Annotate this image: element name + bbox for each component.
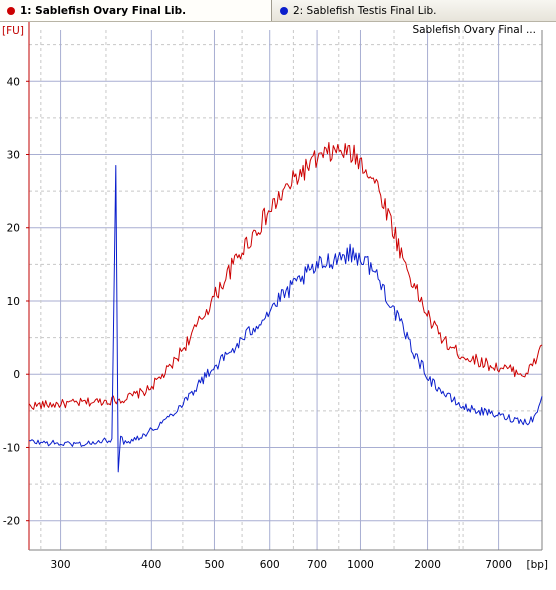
red-dot-icon bbox=[7, 6, 15, 15]
x-tick-label: 600 bbox=[260, 559, 280, 571]
x-tick-label: 2000 bbox=[414, 559, 441, 571]
tab-label: 2: Sablefish Testis Final Lib. bbox=[293, 4, 437, 17]
x-tick-label: 400 bbox=[141, 559, 161, 571]
legend-text: Sablefish Ovary Final ... bbox=[412, 24, 536, 36]
tab-bar: 1: Sablefish Ovary Final Lib. 2: Sablefi… bbox=[0, 0, 556, 22]
y-tick-label: -20 bbox=[3, 516, 20, 528]
x-tick-label: 500 bbox=[204, 559, 224, 571]
tab-sample-1[interactable]: 1: Sablefish Ovary Final Lib. bbox=[0, 0, 272, 21]
y-tick-label: 10 bbox=[7, 296, 20, 308]
x-axis-unit-label: [bp] bbox=[526, 559, 548, 571]
x-tick-label: 700 bbox=[307, 559, 327, 571]
y-tick-label: 20 bbox=[7, 223, 20, 235]
series-line-testis bbox=[28, 165, 543, 473]
y-tick-label: 30 bbox=[7, 150, 20, 162]
chart-svg: -20 -10 0 10 20 30 40 300 400 500 600 700 1000 2000 70… bbox=[2, 22, 548, 571]
tab-label: 1: Sablefish Ovary Final Lib. bbox=[20, 4, 187, 17]
tab-sample-2[interactable]: 2: Sablefish Testis Final Lib. bbox=[273, 0, 556, 21]
x-tick-label: 7000 bbox=[485, 559, 512, 571]
x-tick-label: 300 bbox=[51, 559, 71, 571]
y-tick-label: 0 bbox=[13, 369, 20, 381]
y-tick-label: -10 bbox=[3, 442, 20, 454]
labels: -20 -10 0 10 20 30 40 300 400 500 600 700 1000 2000 70… bbox=[2, 24, 548, 571]
axes bbox=[26, 22, 543, 551]
grid bbox=[29, 30, 542, 550]
y-tick-label: 40 bbox=[7, 76, 20, 88]
electropherogram-chart: -20 -10 0 10 20 30 40 300 400 500 600 700 1000 2000 70… bbox=[0, 22, 556, 586]
blue-dot-icon bbox=[280, 6, 288, 15]
y-axis-unit-label: [FU] bbox=[2, 25, 24, 37]
series-layer bbox=[28, 142, 543, 473]
series-line-ovary bbox=[28, 142, 543, 410]
x-tick-label: 1000 bbox=[347, 559, 374, 571]
